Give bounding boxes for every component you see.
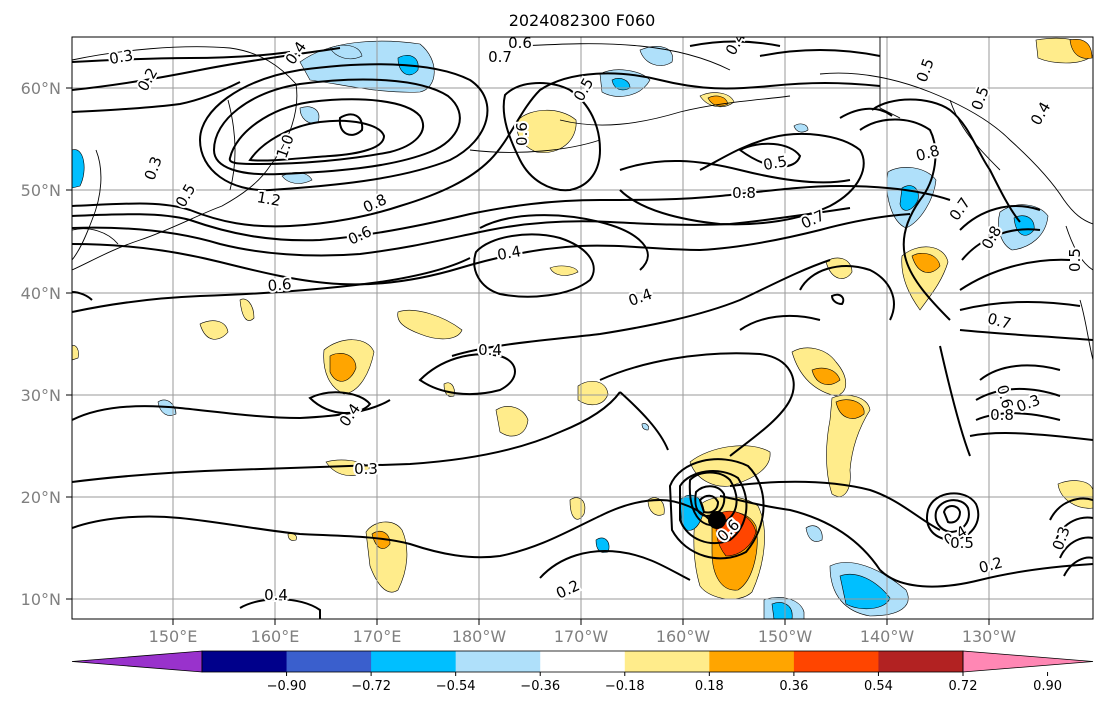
colorbar-tick-label: −0.36 bbox=[520, 679, 560, 694]
lat-tick-label: 20°N bbox=[21, 488, 61, 507]
colorbar-frame bbox=[201, 650, 964, 673]
figure-title: 2024082300 F060 bbox=[509, 11, 656, 30]
contour-label: 0.5 bbox=[1066, 248, 1084, 272]
contour-lines bbox=[72, 40, 1093, 619]
lon-tick-label: 170°E bbox=[353, 627, 402, 646]
contour-label: 0.5 bbox=[950, 534, 974, 552]
map-panel: 0.30.20.4 0.60.70.60.50.40.50.50.40.31.00… bbox=[21, 34, 1094, 646]
lat-tick-label: 30°N bbox=[21, 386, 61, 405]
lon-tick-label: 170°W bbox=[554, 627, 609, 646]
colorbar-bin bbox=[455, 651, 541, 672]
lat-tick-label: 60°N bbox=[21, 79, 61, 98]
lat-tick-label: 50°N bbox=[21, 181, 61, 200]
colorbar-tick-label: 0.36 bbox=[779, 679, 808, 694]
storm-center-marker bbox=[708, 511, 726, 529]
colorbar-bin bbox=[202, 651, 288, 672]
contour-label: 0.8 bbox=[732, 184, 756, 202]
lon-tick-label: 140°W bbox=[860, 627, 915, 646]
colorbar-bin bbox=[624, 651, 710, 672]
colorbar-extend-high bbox=[962, 650, 1094, 673]
contour-label: 0.3 bbox=[354, 460, 378, 478]
colorbar-tick-label: −0.18 bbox=[605, 679, 645, 694]
contour-label: 0.8 bbox=[990, 406, 1014, 424]
colorbar-tick-label: 0.54 bbox=[864, 679, 893, 694]
colorbar-bin bbox=[371, 651, 457, 672]
colorbar-tick-label: 0.18 bbox=[695, 679, 724, 694]
map-background bbox=[72, 37, 1093, 619]
colorbar-tick-label: 0.72 bbox=[949, 679, 978, 694]
contour-label: 0.4 bbox=[478, 341, 502, 359]
colorbar-tick-label: −0.90 bbox=[267, 679, 307, 694]
contour-label: 0.6 bbox=[508, 34, 532, 52]
contour-label: 0.4 bbox=[264, 586, 288, 604]
colorbar-bin bbox=[878, 651, 964, 672]
lon-tick-label: 160°W bbox=[656, 627, 711, 646]
lon-tick-label: 130°W bbox=[962, 627, 1017, 646]
map-frame bbox=[71, 36, 1094, 620]
colorbar-bin bbox=[793, 651, 879, 672]
contour-label: 0.6 bbox=[513, 122, 531, 146]
shaded-anomaly-fields bbox=[72, 38, 1093, 619]
colorbar-tick-label: 0.90 bbox=[1033, 679, 1062, 694]
colorbar-extend-low bbox=[71, 650, 203, 673]
lon-tick-label: 160°E bbox=[251, 627, 300, 646]
lat-tick-label: 10°N bbox=[21, 590, 61, 609]
lon-tick-label: 150°E bbox=[149, 627, 198, 646]
contour-label: 0.6 bbox=[267, 275, 292, 295]
colorbar-tick-label: −0.72 bbox=[351, 679, 391, 694]
colorbar-bin bbox=[286, 651, 372, 672]
contour-label: 0.7 bbox=[488, 48, 512, 66]
lon-tick-label: 180°W bbox=[452, 627, 507, 646]
latitude-labels: 60°N 50°N 40°N 30°N 20°N 10°N bbox=[21, 79, 61, 609]
axis-ticks bbox=[66, 87, 990, 625]
colorbar-bin bbox=[709, 651, 795, 672]
lon-tick-label: 150°W bbox=[758, 627, 813, 646]
lat-tick-label: 40°N bbox=[21, 284, 61, 303]
colorbar-bin bbox=[540, 651, 626, 672]
colorbar: −0.90 −0.72 −0.54 −0.36 −0.18 0.18 0.36 0.54 0.7… bbox=[71, 650, 1094, 694]
longitude-labels: 150°E 160°E 170°E 180°W 170°W 160°W 150°… bbox=[149, 627, 1017, 646]
colorbar-tick-label: −0.54 bbox=[436, 679, 476, 694]
